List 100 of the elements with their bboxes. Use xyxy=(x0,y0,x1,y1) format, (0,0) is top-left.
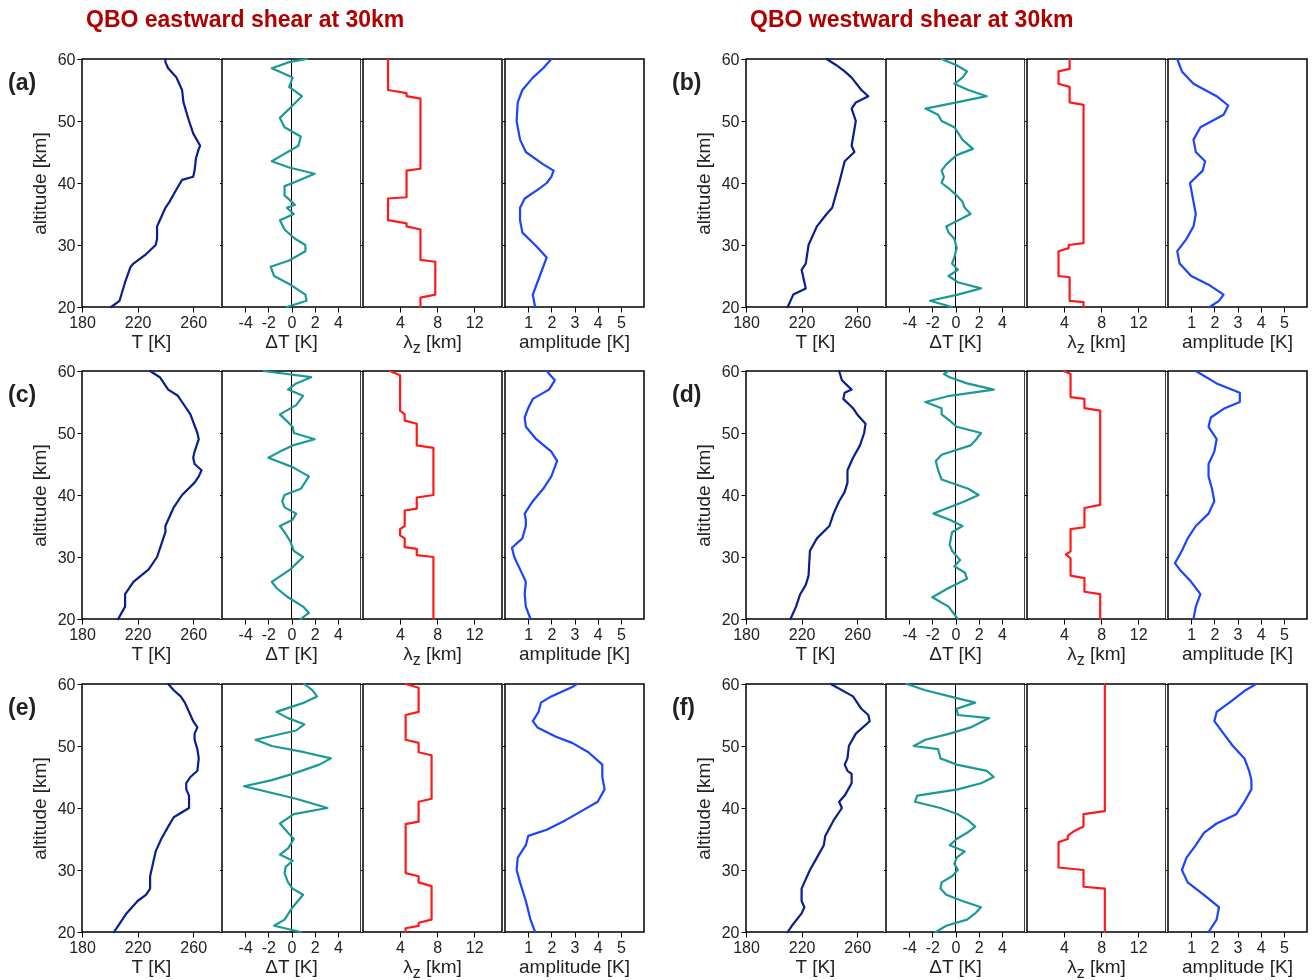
x-axis-title: T [K] xyxy=(794,643,837,665)
chart-title: QBO westward shear at 30km xyxy=(750,6,1074,33)
x-tick-label: 2 xyxy=(310,938,320,956)
x-tick-label: 3 xyxy=(570,938,580,956)
y-tick-label: 60 xyxy=(721,675,740,693)
y-axis-title: altitude [km] xyxy=(692,757,714,860)
y-tick-label: 50 xyxy=(57,424,76,442)
x-axis-title: T [K] xyxy=(794,956,837,978)
x-tick-label: 12 xyxy=(465,313,484,331)
x-tick-label: 260 xyxy=(844,625,872,643)
x-tick-label: 12 xyxy=(1129,625,1148,643)
y-tick-label: 20 xyxy=(721,610,740,628)
x-tick-label: 2 xyxy=(547,625,557,643)
y-axis-title: altitude [km] xyxy=(692,132,714,235)
x-tick-label: -4 xyxy=(902,313,917,331)
x-tick-label: 12 xyxy=(1129,938,1148,956)
x-tick-label: 3 xyxy=(1233,938,1243,956)
x-tick-label: 180 xyxy=(69,938,96,956)
x-tick-label: 5 xyxy=(1279,313,1289,331)
x-tick-label: 4 xyxy=(593,313,603,331)
x-tick-label: 4 xyxy=(333,625,343,643)
x-axis-title: ΔT [K] xyxy=(928,331,983,353)
x-tick-label: 1 xyxy=(524,625,534,643)
text: (c) xyxy=(8,381,37,408)
x-tick-label: 4 xyxy=(997,938,1007,956)
x-tick-label: -2 xyxy=(261,625,277,643)
text: (d) xyxy=(672,381,702,408)
y-tick-label: 20 xyxy=(721,298,740,316)
x-tick-label: 3 xyxy=(1233,313,1243,331)
x-tick-label: 4 xyxy=(1060,313,1070,331)
x-tick-label: 1 xyxy=(1187,313,1197,331)
y-tick-label: 40 xyxy=(721,486,740,504)
x-axis-title: λ$_{z}$ [km] xyxy=(1066,331,1127,357)
y-axis-title: altitude [km] xyxy=(28,444,50,547)
y-tick-label: 30 xyxy=(57,861,76,879)
x-tick-label: 5 xyxy=(616,938,626,956)
x-tick-label: 3 xyxy=(1233,625,1243,643)
x-tick-label: 8 xyxy=(1097,938,1107,956)
x-axis-title: T [K] xyxy=(794,331,837,353)
x-axis-title: λ$_{z}$ [km] xyxy=(402,956,463,980)
x-axis-title: ΔT [K] xyxy=(928,956,983,978)
x-tick-label: 4 xyxy=(997,625,1007,643)
x-tick-label: 260 xyxy=(180,625,208,643)
x-tick-label: 260 xyxy=(180,313,208,331)
y-tick-label: 40 xyxy=(721,799,740,817)
x-tick-label: -2 xyxy=(925,938,941,956)
x-tick-label: 180 xyxy=(69,625,96,643)
y-tick-label: 20 xyxy=(721,923,740,941)
x-tick-label: 5 xyxy=(616,625,626,643)
x-tick-label: 4 xyxy=(1060,625,1070,643)
x-tick-label: 0 xyxy=(951,313,961,331)
x-axis-title: amplitude [K] xyxy=(518,331,631,353)
x-tick-label: 2 xyxy=(547,938,557,956)
x-tick-label: 0 xyxy=(287,938,297,956)
x-tick-label: -2 xyxy=(261,938,277,956)
x-tick-label: 0 xyxy=(287,313,297,331)
y-axis-title: altitude [km] xyxy=(692,444,714,547)
y-tick-label: 50 xyxy=(721,424,740,442)
x-tick-label: 12 xyxy=(465,938,484,956)
x-tick-label: 4 xyxy=(1256,625,1266,643)
x-tick-label: 180 xyxy=(69,313,96,331)
x-tick-label: 4 xyxy=(396,938,406,956)
x-axis-title: T [K] xyxy=(130,331,173,353)
x-tick-label: 1 xyxy=(1187,625,1197,643)
x-tick-label: 1 xyxy=(1187,938,1197,956)
y-tick-label: 60 xyxy=(721,362,740,380)
x-tick-label: 180 xyxy=(733,625,760,643)
x-tick-label: 220 xyxy=(788,938,816,956)
x-tick-label: 4 xyxy=(396,313,406,331)
x-axis-title: ΔT [K] xyxy=(264,331,319,353)
x-tick-label: 2 xyxy=(1210,313,1220,331)
x-tick-label: -4 xyxy=(238,625,253,643)
x-tick-label: 180 xyxy=(733,938,760,956)
y-tick-label: 60 xyxy=(721,50,740,68)
x-tick-label: 1 xyxy=(524,313,534,331)
y-tick-label: 50 xyxy=(721,112,740,130)
y-tick-label: 20 xyxy=(57,610,76,628)
y-tick-label: 50 xyxy=(721,737,740,755)
x-tick-label: 1 xyxy=(524,938,534,956)
x-axis-title: λ$_{z}$ [km] xyxy=(402,643,463,669)
chart-title: QBO eastward shear at 30km xyxy=(86,6,405,33)
x-tick-label: 4 xyxy=(997,313,1007,331)
y-tick-label: 30 xyxy=(721,548,740,566)
x-tick-label: 8 xyxy=(1097,313,1107,331)
y-tick-label: 40 xyxy=(57,486,76,504)
x-tick-label: 4 xyxy=(593,938,603,956)
x-axis-title: amplitude [K] xyxy=(1181,331,1294,353)
x-tick-label: 220 xyxy=(124,313,152,331)
x-tick-label: -2 xyxy=(925,313,941,331)
x-tick-label: 260 xyxy=(844,313,872,331)
y-tick-label: 30 xyxy=(721,236,740,254)
text: (f) xyxy=(672,694,695,721)
x-tick-label: -4 xyxy=(902,625,917,643)
text: (b) xyxy=(672,69,702,96)
y-tick-label: 30 xyxy=(721,861,740,879)
x-tick-label: 2 xyxy=(1210,938,1220,956)
y-tick-label: 60 xyxy=(57,50,76,68)
x-tick-label: 4 xyxy=(1060,938,1070,956)
x-tick-label: 3 xyxy=(570,625,580,643)
y-tick-label: 20 xyxy=(57,923,76,941)
